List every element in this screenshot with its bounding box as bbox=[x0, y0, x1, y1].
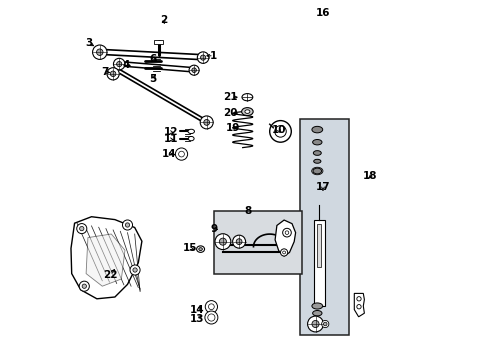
Circle shape bbox=[200, 116, 213, 129]
Text: 5: 5 bbox=[149, 74, 156, 84]
Text: 8: 8 bbox=[244, 206, 251, 216]
Circle shape bbox=[175, 148, 187, 160]
Bar bbox=[317, 224, 321, 267]
Circle shape bbox=[203, 120, 209, 125]
Text: 13: 13 bbox=[189, 314, 204, 324]
Circle shape bbox=[191, 68, 196, 72]
Circle shape bbox=[200, 55, 205, 60]
Ellipse shape bbox=[311, 167, 322, 175]
Ellipse shape bbox=[313, 151, 321, 156]
Text: 17: 17 bbox=[315, 182, 329, 192]
Text: 20: 20 bbox=[223, 108, 238, 118]
Polygon shape bbox=[275, 220, 295, 256]
Circle shape bbox=[189, 65, 199, 75]
Ellipse shape bbox=[199, 248, 202, 251]
Polygon shape bbox=[71, 217, 142, 299]
Circle shape bbox=[122, 220, 132, 230]
Ellipse shape bbox=[312, 310, 321, 316]
Text: 22: 22 bbox=[103, 270, 117, 280]
Circle shape bbox=[96, 49, 103, 55]
Circle shape bbox=[282, 251, 285, 254]
Ellipse shape bbox=[242, 94, 252, 101]
Bar bbox=[313, 220, 324, 306]
Text: 15: 15 bbox=[183, 243, 197, 253]
Circle shape bbox=[113, 58, 125, 70]
Circle shape bbox=[356, 305, 361, 309]
Text: 3: 3 bbox=[85, 38, 92, 48]
Text: 2: 2 bbox=[160, 15, 167, 25]
Circle shape bbox=[133, 268, 137, 272]
Circle shape bbox=[110, 71, 116, 77]
Text: 11: 11 bbox=[163, 134, 178, 144]
Bar bbox=[154, 40, 163, 45]
Text: 12: 12 bbox=[163, 127, 178, 137]
Circle shape bbox=[125, 223, 129, 227]
Text: 14: 14 bbox=[189, 305, 204, 315]
Text: 19: 19 bbox=[225, 123, 240, 133]
Text: 14: 14 bbox=[162, 149, 176, 159]
Ellipse shape bbox=[311, 126, 322, 133]
Ellipse shape bbox=[312, 168, 321, 174]
Circle shape bbox=[285, 231, 288, 234]
Bar bbox=[300, 119, 348, 335]
Ellipse shape bbox=[311, 303, 322, 309]
Circle shape bbox=[80, 226, 84, 231]
Ellipse shape bbox=[313, 159, 320, 163]
Ellipse shape bbox=[187, 129, 194, 134]
Circle shape bbox=[208, 304, 214, 310]
Polygon shape bbox=[354, 293, 364, 317]
Circle shape bbox=[307, 316, 323, 332]
Text: 18: 18 bbox=[363, 171, 377, 181]
Ellipse shape bbox=[188, 136, 194, 141]
Ellipse shape bbox=[244, 110, 249, 113]
Text: 21: 21 bbox=[223, 92, 238, 102]
Text: 6: 6 bbox=[149, 54, 156, 64]
Circle shape bbox=[207, 314, 215, 321]
Circle shape bbox=[92, 45, 107, 59]
Circle shape bbox=[178, 151, 184, 157]
Text: 10: 10 bbox=[271, 125, 285, 135]
Text: 4: 4 bbox=[122, 60, 129, 70]
Circle shape bbox=[323, 322, 326, 326]
Circle shape bbox=[77, 224, 87, 234]
Circle shape bbox=[274, 126, 285, 137]
Circle shape bbox=[232, 235, 245, 248]
Circle shape bbox=[219, 238, 226, 245]
Bar bbox=[213, 211, 302, 274]
Circle shape bbox=[311, 320, 319, 328]
Ellipse shape bbox=[196, 246, 204, 252]
Circle shape bbox=[356, 297, 361, 301]
Circle shape bbox=[321, 320, 328, 328]
Circle shape bbox=[282, 228, 291, 237]
Circle shape bbox=[107, 68, 119, 80]
Text: 1: 1 bbox=[210, 51, 217, 61]
Circle shape bbox=[236, 239, 242, 244]
Ellipse shape bbox=[241, 108, 253, 116]
Polygon shape bbox=[86, 234, 125, 286]
Text: 7: 7 bbox=[102, 67, 109, 77]
Circle shape bbox=[205, 301, 217, 313]
Circle shape bbox=[280, 249, 287, 256]
Circle shape bbox=[82, 284, 86, 288]
Text: 9: 9 bbox=[210, 224, 217, 234]
Circle shape bbox=[204, 311, 218, 324]
Circle shape bbox=[215, 234, 230, 249]
Circle shape bbox=[130, 265, 140, 275]
Text: 16: 16 bbox=[315, 8, 329, 18]
Circle shape bbox=[197, 52, 208, 63]
Circle shape bbox=[117, 62, 122, 67]
Circle shape bbox=[79, 281, 89, 291]
Circle shape bbox=[269, 121, 291, 142]
Ellipse shape bbox=[312, 140, 321, 145]
